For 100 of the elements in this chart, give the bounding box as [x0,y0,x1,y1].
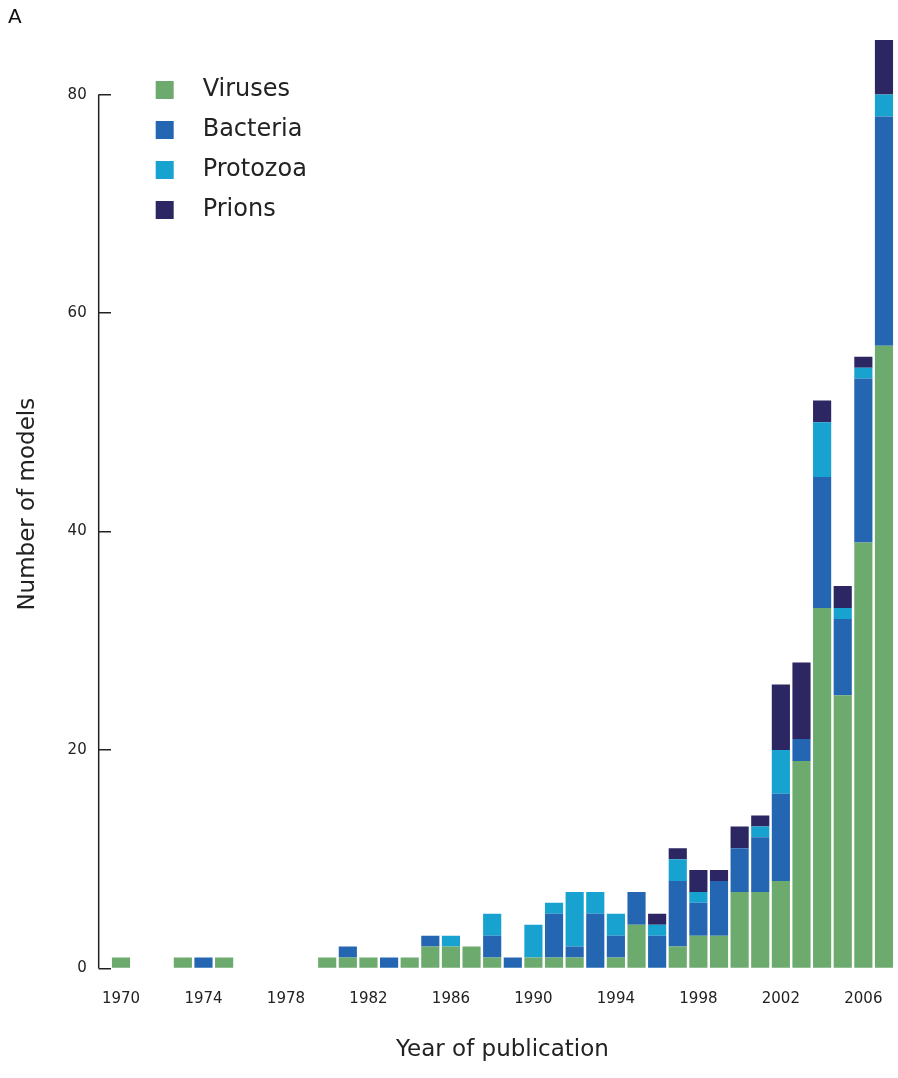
bar [606,935,625,958]
bar [854,367,873,379]
bar [544,957,564,968]
bar [751,837,770,892]
bar [606,913,625,936]
x-tick-label: 1990 [514,989,553,1008]
bar [400,957,419,968]
bar [730,826,749,849]
bar [854,378,873,543]
bar [771,793,790,882]
bar [503,957,522,968]
bar [854,542,873,968]
bar [648,924,667,936]
bar [441,946,461,968]
x-tick-label: 1994 [596,989,635,1008]
bar [833,586,852,608]
x-tick-label: 1974 [184,989,223,1008]
x-tick-label: 2002 [761,989,800,1008]
y-tick-label: 20 [67,739,87,758]
y-tick-label: 0 [77,958,87,977]
x-tick-label: 1978 [266,989,306,1008]
legend-label: Bacteria [202,114,303,143]
bar [544,902,564,914]
bar [565,946,584,958]
bar [709,881,729,936]
bar [730,891,749,968]
bar [215,957,234,968]
bar [813,422,832,477]
bar [318,957,337,968]
x-tick-label: 1970 [101,989,141,1008]
x-tick-label: 1998 [679,989,718,1008]
bar [421,946,440,968]
bar [668,881,687,947]
bar [833,607,852,619]
bar [338,946,357,958]
x-tick-label: 2006 [844,989,883,1008]
bar [689,870,708,892]
text: A [8,4,22,29]
bar [586,913,605,968]
bar [792,739,811,761]
bar [668,859,687,882]
bar [813,476,832,608]
bar [751,815,770,827]
bar [359,957,378,968]
bar [194,957,213,968]
bar [648,913,667,925]
bar [751,891,770,968]
x-tick-label: 1986 [431,989,471,1008]
bar [874,345,894,968]
bar [421,935,440,947]
bar [751,826,770,838]
bar [874,94,894,117]
bar [730,848,749,892]
bar [524,957,543,968]
bar [668,848,687,860]
y-tick-label: 40 [67,521,87,540]
bar [668,946,687,968]
legend-label: Viruses [202,74,291,103]
x-tick-label: 1982 [349,989,388,1008]
bar [792,662,811,740]
bar [544,913,564,958]
bar [689,902,708,936]
legend-label: Prions [202,194,276,223]
legend-label: Protozoa [202,154,307,183]
bar [854,356,873,368]
bar [483,913,502,936]
bar [627,924,646,968]
bar [709,935,729,968]
bar [524,924,543,958]
bar [648,935,667,968]
bar [771,684,790,750]
bar [380,957,399,968]
bar [874,116,894,346]
bar [483,935,502,958]
bar [709,870,729,882]
bar [111,957,131,968]
bar [462,946,481,968]
y-tick-label: 80 [67,84,87,103]
bar [173,957,192,968]
bar [833,618,852,696]
bar [813,607,832,968]
bar [689,891,708,903]
bar [771,881,790,968]
bar [606,957,625,968]
bar [565,891,584,947]
bar [338,957,357,968]
bar [813,400,832,423]
bar [483,957,502,968]
bar [792,760,811,968]
bar [874,40,894,95]
y-tick-label: 60 [67,302,87,321]
x-axis-title: Year of publication [395,1035,609,1062]
bar [689,935,708,968]
bar [441,935,461,947]
bar [565,957,584,968]
bar [586,891,605,914]
bar [833,695,852,968]
y-axis-title: Number of models [12,397,39,611]
bar [771,749,790,794]
bar [627,891,646,925]
